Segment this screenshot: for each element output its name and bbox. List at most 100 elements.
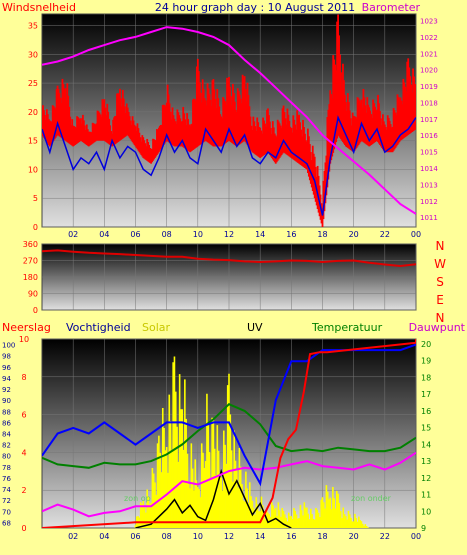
barometer-tick-label: 1017 bbox=[420, 116, 438, 124]
wind-x-tick-label: 22 bbox=[380, 230, 390, 239]
humidity-tick-label: 100 bbox=[2, 342, 15, 350]
climate-series bbox=[42, 339, 416, 528]
temperature-tick-label: 16 bbox=[421, 407, 431, 416]
temperature-tick-label: 17 bbox=[421, 390, 431, 399]
compass-label: W bbox=[434, 257, 446, 271]
barometer-tick-label: 1011 bbox=[420, 214, 438, 222]
wind-x-tick-label: 18 bbox=[317, 230, 327, 239]
compass-label: N bbox=[436, 239, 445, 253]
wind-average-line bbox=[42, 115, 416, 216]
compass-label: N bbox=[436, 311, 445, 325]
humidity-tick-label: 86 bbox=[2, 419, 11, 427]
humidity-tick-label: 74 bbox=[2, 486, 11, 494]
humidity-tick-label: 94 bbox=[2, 375, 11, 383]
climate-x-tick-label: 16 bbox=[286, 532, 296, 541]
wind-speed-tick-label: 20 bbox=[28, 108, 38, 117]
sunset-label: zon onder bbox=[351, 494, 392, 503]
chart-title: 24 hour graph day : 10 August 2011 bbox=[155, 1, 355, 14]
climate-x-tick-label: 14 bbox=[255, 532, 265, 541]
compass-label: S bbox=[436, 275, 444, 289]
dewpoint-line bbox=[42, 451, 416, 518]
humidity-tick-label: 90 bbox=[2, 397, 11, 405]
temperature-tick-label: 20 bbox=[421, 340, 431, 349]
rain-label: Neerslag bbox=[2, 321, 51, 334]
direction-tick-label: 270 bbox=[23, 257, 38, 266]
climate-x-tick-label: 04 bbox=[99, 532, 109, 541]
humidity-label: Vochtigheid bbox=[66, 321, 131, 334]
wind-x-tick-label: 00 bbox=[411, 230, 421, 239]
wind-chart-x-axis: 02 04 06 08 10 12 14 16 18 20 22 00 bbox=[68, 230, 421, 239]
barometer-tick-label: 1019 bbox=[420, 83, 438, 91]
rain-tick-label: 6 bbox=[21, 411, 26, 420]
wind-speed-tick-label: 35 bbox=[28, 22, 38, 31]
temperature-label: Temperatuur bbox=[311, 321, 383, 334]
rain-tick-label: 4 bbox=[21, 448, 26, 457]
barometer-tick-label: 1016 bbox=[420, 132, 438, 140]
climate-x-tick-label: 10 bbox=[193, 532, 203, 541]
barometer-tick-label: 1021 bbox=[420, 50, 438, 58]
wind-speed-axis-title: Windsnelheid bbox=[2, 1, 76, 14]
climate-x-tick-label: 12 bbox=[224, 532, 234, 541]
climate-x-tick-label: 20 bbox=[349, 532, 359, 541]
temperature-tick-label: 15 bbox=[421, 424, 431, 433]
climate-x-tick-label: 18 bbox=[317, 532, 327, 541]
temperature-tick-label: 12 bbox=[421, 474, 431, 483]
uv-label: UV bbox=[247, 321, 263, 334]
barometer-axis-title: Barometer bbox=[362, 1, 421, 14]
temperature-line bbox=[42, 403, 416, 469]
wind-x-tick-label: 04 bbox=[99, 230, 109, 239]
rain-tick-label: 10 bbox=[19, 335, 29, 344]
dewpoint-label: Dauwpunt bbox=[409, 321, 466, 334]
barometer-tick-label: 1022 bbox=[420, 34, 438, 42]
temperature-tick-label: 10 bbox=[421, 507, 431, 516]
wind-speed-axis: 0 5 10 15 20 25 30 35 bbox=[28, 22, 38, 232]
temperature-tick-label: 19 bbox=[421, 357, 431, 366]
humidity-axis: 68 70 72 74 76 78 80 82 84 86 88 90 92 94 96 98 100 bbox=[2, 342, 15, 528]
direction-axis: 0 90 180 270 360 bbox=[23, 240, 38, 315]
humidity-tick-label: 82 bbox=[2, 442, 11, 450]
humidity-tick-label: 88 bbox=[2, 408, 11, 416]
wind-x-tick-label: 06 bbox=[130, 230, 140, 239]
direction-tick-label: 0 bbox=[33, 306, 38, 315]
direction-tick-label: 180 bbox=[23, 273, 38, 282]
rain-axis: 0 2 4 6 8 10 bbox=[19, 335, 29, 533]
wind-x-tick-label: 16 bbox=[286, 230, 296, 239]
wind-x-tick-label: 10 bbox=[193, 230, 203, 239]
climate-x-tick-label: 08 bbox=[162, 532, 172, 541]
barometer-tick-label: 1020 bbox=[420, 67, 438, 75]
wind-speed-tick-label: 30 bbox=[28, 50, 38, 59]
barometer-axis: 1011 1012 1013 1014 1015 1016 1017 1018 1019 1020… bbox=[420, 18, 438, 223]
barometer-tick-label: 1013 bbox=[420, 181, 438, 189]
rain-tick-label: 8 bbox=[21, 373, 26, 382]
temperature-tick-label: 13 bbox=[421, 457, 431, 466]
temperature-tick-label: 11 bbox=[421, 491, 431, 500]
barometer-tick-label: 1018 bbox=[420, 99, 438, 107]
humidity-tick-label: 92 bbox=[2, 386, 11, 394]
wind-x-tick-label: 14 bbox=[255, 230, 265, 239]
humidity-tick-label: 80 bbox=[2, 453, 11, 461]
rain-tick-label: 0 bbox=[21, 524, 26, 533]
temperature-tick-label: 18 bbox=[421, 373, 431, 382]
barometer-line bbox=[42, 26, 416, 215]
climate-x-tick-label: 00 bbox=[411, 532, 421, 541]
humidity-tick-label: 68 bbox=[2, 519, 11, 527]
climate-x-tick-label: 22 bbox=[380, 532, 390, 541]
wind-x-tick-label: 02 bbox=[68, 230, 78, 239]
sunrise-label: zon op bbox=[124, 494, 151, 503]
direction-series bbox=[42, 249, 416, 268]
humidity-tick-label: 84 bbox=[2, 431, 11, 439]
barometer-tick-label: 1023 bbox=[420, 18, 438, 26]
uv-line bbox=[135, 468, 292, 528]
climate-x-axis: 02 04 06 08 10 12 14 16 18 20 22 00 bbox=[68, 532, 421, 541]
compass-label: E bbox=[436, 293, 444, 307]
temperature-tick-label: 14 bbox=[421, 440, 431, 449]
wind-x-tick-label: 12 bbox=[224, 230, 234, 239]
humidity-tick-label: 78 bbox=[2, 464, 11, 472]
climate-x-tick-label: 02 bbox=[68, 532, 78, 541]
humidity-tick-label: 76 bbox=[2, 475, 11, 483]
